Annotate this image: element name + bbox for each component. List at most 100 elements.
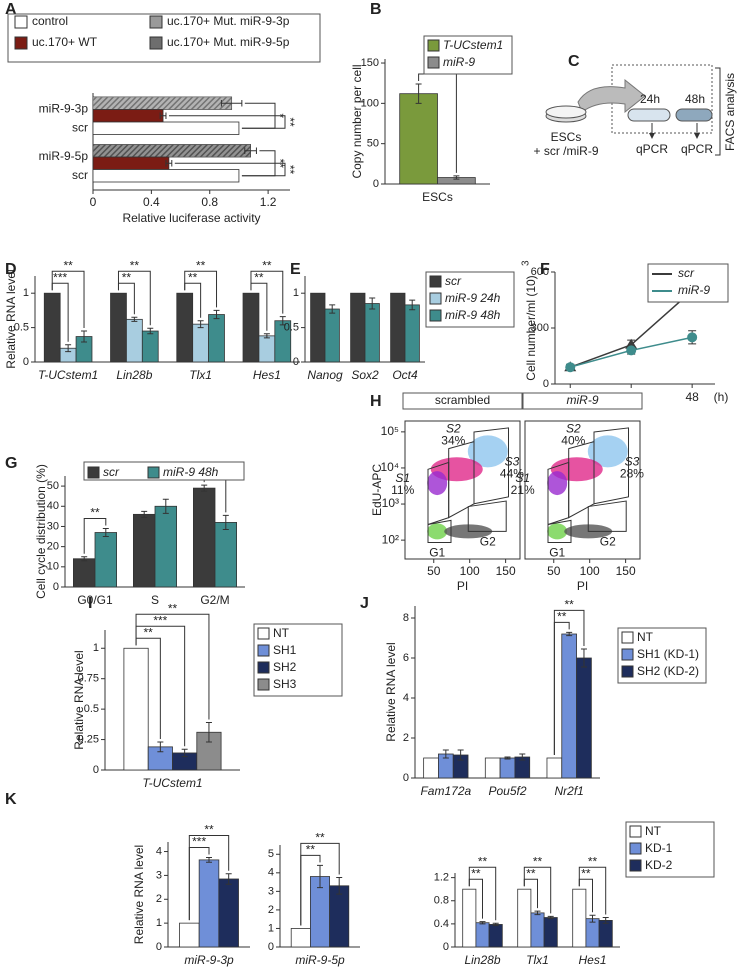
y-tick-label: 0 xyxy=(156,941,162,953)
y-tick-label: 8 xyxy=(403,612,409,624)
panel-letter: E xyxy=(290,261,301,278)
significance-bracket xyxy=(578,866,607,915)
arrow-shape xyxy=(577,78,646,114)
error-bar xyxy=(159,112,167,119)
y-tick-label: 2 xyxy=(268,904,274,916)
significance-bracket xyxy=(117,282,135,315)
bar xyxy=(92,109,164,123)
error-bar xyxy=(220,100,243,107)
y-tick-label: 0 xyxy=(268,941,274,953)
event-cloud xyxy=(427,523,448,540)
error-bar xyxy=(492,922,499,927)
x-axis-label: PI xyxy=(457,579,468,593)
significance-label: ** xyxy=(130,258,140,272)
error-bar xyxy=(181,748,188,758)
legend-label: KD-1 xyxy=(645,841,673,855)
bar xyxy=(517,888,532,948)
bar xyxy=(242,292,260,363)
legend-label: SH1 (KD-1) xyxy=(637,647,699,661)
significance-bracket xyxy=(174,162,286,177)
gate-name: G1 xyxy=(429,546,445,560)
y-tick-label: 3 xyxy=(268,885,274,897)
point xyxy=(687,332,698,343)
y-tick-label: 0.5 xyxy=(14,322,29,334)
bar xyxy=(576,657,592,779)
bar xyxy=(484,757,501,779)
error-bar xyxy=(602,917,609,924)
panel-letter: G xyxy=(5,455,17,472)
plot-title: scrambled xyxy=(435,393,490,407)
legend-label: T-UCstem1 xyxy=(443,38,503,52)
x-tick-label: 150 xyxy=(616,564,636,578)
y-tick-label: 1 xyxy=(23,287,29,299)
x-tick-label: 100 xyxy=(580,564,600,578)
x-tick-label: Tlx1 xyxy=(189,368,212,382)
legend-label: miR-9 48h xyxy=(163,465,219,479)
y-tick-label: 6 xyxy=(403,652,409,664)
y-tick-label: 0 xyxy=(403,772,409,784)
event-cloud xyxy=(467,435,508,468)
gate-name: S2 xyxy=(446,421,461,435)
legend-swatch xyxy=(14,15,28,29)
bar xyxy=(572,888,587,948)
legend-swatch xyxy=(87,466,100,479)
bar xyxy=(92,156,170,170)
bar xyxy=(329,885,350,948)
significance-bracket xyxy=(250,270,284,314)
legend-label: SH2 xyxy=(273,660,297,674)
significance-label: ** xyxy=(122,270,132,284)
legend-box xyxy=(7,13,321,63)
legend-swatch xyxy=(621,631,634,644)
gate-name: S1 xyxy=(395,471,410,485)
flask xyxy=(675,108,713,122)
significance-label: ** xyxy=(262,258,272,272)
event-cloud xyxy=(547,523,568,540)
gate-share: 34% xyxy=(441,433,465,447)
y-tick-label: 0.8 xyxy=(434,895,449,907)
panel-letter: I xyxy=(88,595,92,612)
bar xyxy=(123,647,149,771)
x-tick-label: Lin28b xyxy=(116,368,152,382)
significance-bracket xyxy=(184,270,218,308)
x-tick-label: ESCs xyxy=(422,190,453,204)
title-box xyxy=(522,392,643,410)
legend-label: SH1 xyxy=(273,643,297,657)
significance-label: ** xyxy=(204,823,214,837)
error-bar xyxy=(415,83,422,104)
treatment-label: + scr /miR-9 xyxy=(533,144,598,158)
x-tick-label: Hes1 xyxy=(253,368,281,382)
diagram-c: 24h 48h FACS analysis ESCs + scr /miR-9 … xyxy=(533,53,737,158)
x-tick-label: Nanog xyxy=(307,368,343,382)
error-bar xyxy=(162,498,169,514)
legend-swatch xyxy=(257,644,270,657)
y-tick-label: miR-9-5p xyxy=(39,149,89,163)
legend-swatch xyxy=(14,36,28,50)
error-bar xyxy=(213,309,220,320)
bar xyxy=(462,888,477,948)
x-tick-label: Oct4 xyxy=(392,368,418,382)
bar-tint xyxy=(93,97,232,110)
x-tick-label: Lin28b xyxy=(464,953,500,967)
significance-label: ** xyxy=(526,866,536,880)
y-axis-label: Cell number/ml (10) xyxy=(524,275,538,380)
x-tick-label: miR-9-5p xyxy=(295,953,345,967)
legend-box xyxy=(83,461,245,481)
error-bar xyxy=(157,741,164,753)
legend-label: scr xyxy=(678,266,695,280)
panel-letter: J xyxy=(360,595,369,612)
error-bar xyxy=(222,514,229,530)
significance-label: ** xyxy=(283,117,297,127)
significance-label: ** xyxy=(63,258,73,272)
legend-swatch xyxy=(149,15,163,29)
bar xyxy=(176,292,194,363)
legend-swatch xyxy=(147,466,160,479)
panel-letter: B xyxy=(370,1,382,18)
legend-swatch xyxy=(427,39,440,52)
y-tick-label: 40 xyxy=(47,500,59,512)
significance-bracket xyxy=(168,115,286,129)
significance-bracket xyxy=(188,847,210,921)
significance-label: ** xyxy=(90,506,100,520)
legend-swatch xyxy=(629,825,642,838)
y-axis-label: Relative RNA level xyxy=(384,642,398,741)
x-tick-label: 48 xyxy=(685,390,699,404)
